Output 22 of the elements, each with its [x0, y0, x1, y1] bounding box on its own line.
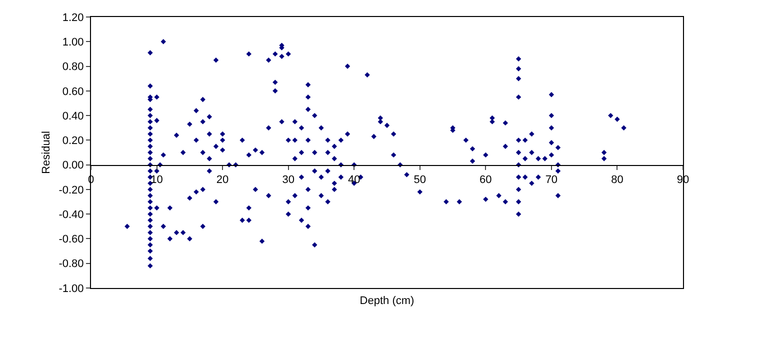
y-tick-label: 0.00 — [62, 160, 84, 172]
y-axis-title: Residual — [40, 131, 52, 174]
y-tick-label: 1.00 — [62, 36, 84, 48]
y-tick-label: -0.20 — [58, 184, 84, 196]
x-tick-label: 80 — [611, 174, 624, 186]
y-tick-label: -0.80 — [58, 258, 84, 270]
x-tick-label: 40 — [348, 174, 360, 186]
x-tick-label: 30 — [282, 174, 294, 186]
y-tick-label: 1.20 — [62, 12, 84, 24]
x-tick-label: 20 — [216, 174, 229, 186]
y-tick-label: -1.00 — [58, 282, 84, 295]
y-tick-label: 0.60 — [62, 86, 84, 98]
y-tick-label: 0.40 — [62, 110, 84, 122]
x-tick-label: 70 — [545, 174, 558, 186]
x-tick-label: 10 — [150, 174, 163, 186]
y-tick-label: 0.20 — [62, 135, 84, 148]
x-tick-label: 60 — [480, 174, 492, 186]
y-tick-label: 0.80 — [62, 61, 84, 74]
x-axis-title: Depth (cm) — [360, 295, 414, 308]
y-tick-label: -0.60 — [58, 234, 84, 246]
y-tick-label: -0.40 — [58, 208, 84, 221]
x-tick-label: 50 — [414, 174, 426, 186]
